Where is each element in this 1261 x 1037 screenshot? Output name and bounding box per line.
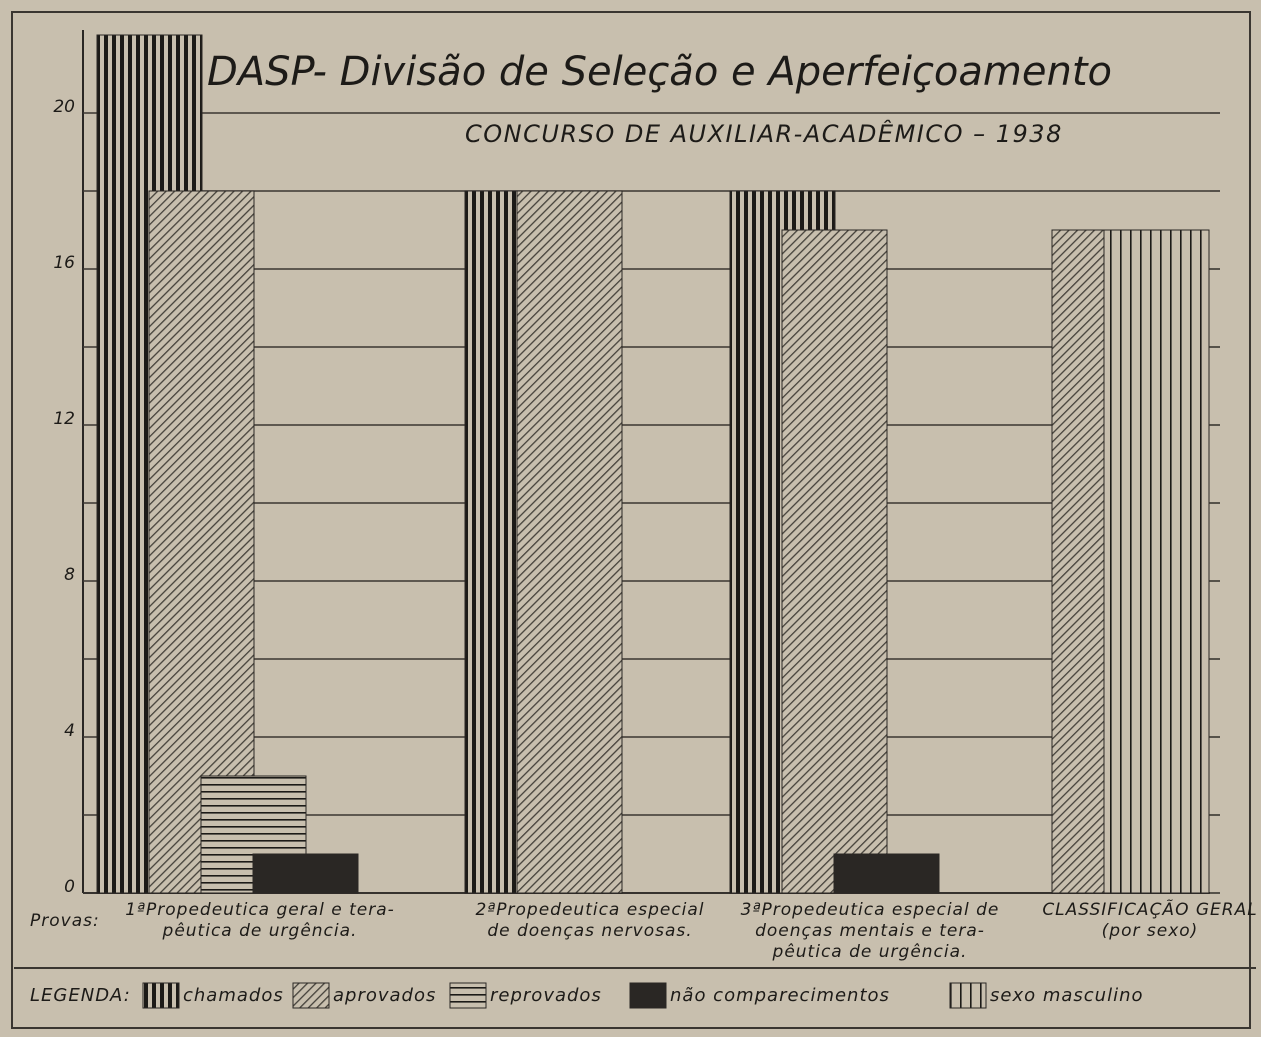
y-tick-label: 20 [53, 97, 75, 117]
legend-label: aprovados [333, 985, 436, 1006]
legend-label: reprovados [490, 985, 602, 1006]
legend-label: sexo masculino [990, 985, 1144, 1006]
y-tick-label: 16 [53, 253, 75, 273]
y-tick-label: 12 [53, 409, 75, 429]
bar [252, 853, 359, 894]
chart-subtitle: CONCURSO DE AUXILIAR-ACADÊMICO – 1938 [465, 119, 1063, 148]
legend-swatch [449, 982, 487, 1009]
x-tick-label: 1ªPropedeutica geral e tera- pêutica de … [125, 900, 395, 941]
bar [781, 229, 888, 894]
y-tick-label: 4 [64, 721, 75, 741]
x-tick-label: 3ªPropedeutica especial de doenças menta… [740, 900, 1000, 962]
bar [833, 853, 940, 894]
legend-label: chamados [183, 985, 284, 1006]
chart-title: DASP- Divisão de Seleção e Aperfeiçoamen… [207, 49, 1112, 95]
x-tick-label: 2ªPropedeutica especial de doenças nervo… [475, 900, 705, 941]
legend-swatch [629, 982, 667, 1009]
x-axis-label: Provas: [30, 911, 100, 931]
legend-title: LEGENDA: [30, 985, 131, 1006]
bar [516, 190, 623, 894]
legend-swatch [142, 982, 180, 1009]
legend-swatch [949, 982, 987, 1009]
x-tick-label: CLASSIFICAÇÃO GERAL (por sexo) [1042, 900, 1258, 941]
frame [11, 11, 1251, 1029]
legend-swatch [292, 982, 330, 1009]
legend-label: não comparecimentos [670, 985, 890, 1006]
y-tick-label: 8 [64, 565, 75, 585]
y-tick-label: 0 [64, 877, 75, 897]
bar [1103, 229, 1210, 894]
